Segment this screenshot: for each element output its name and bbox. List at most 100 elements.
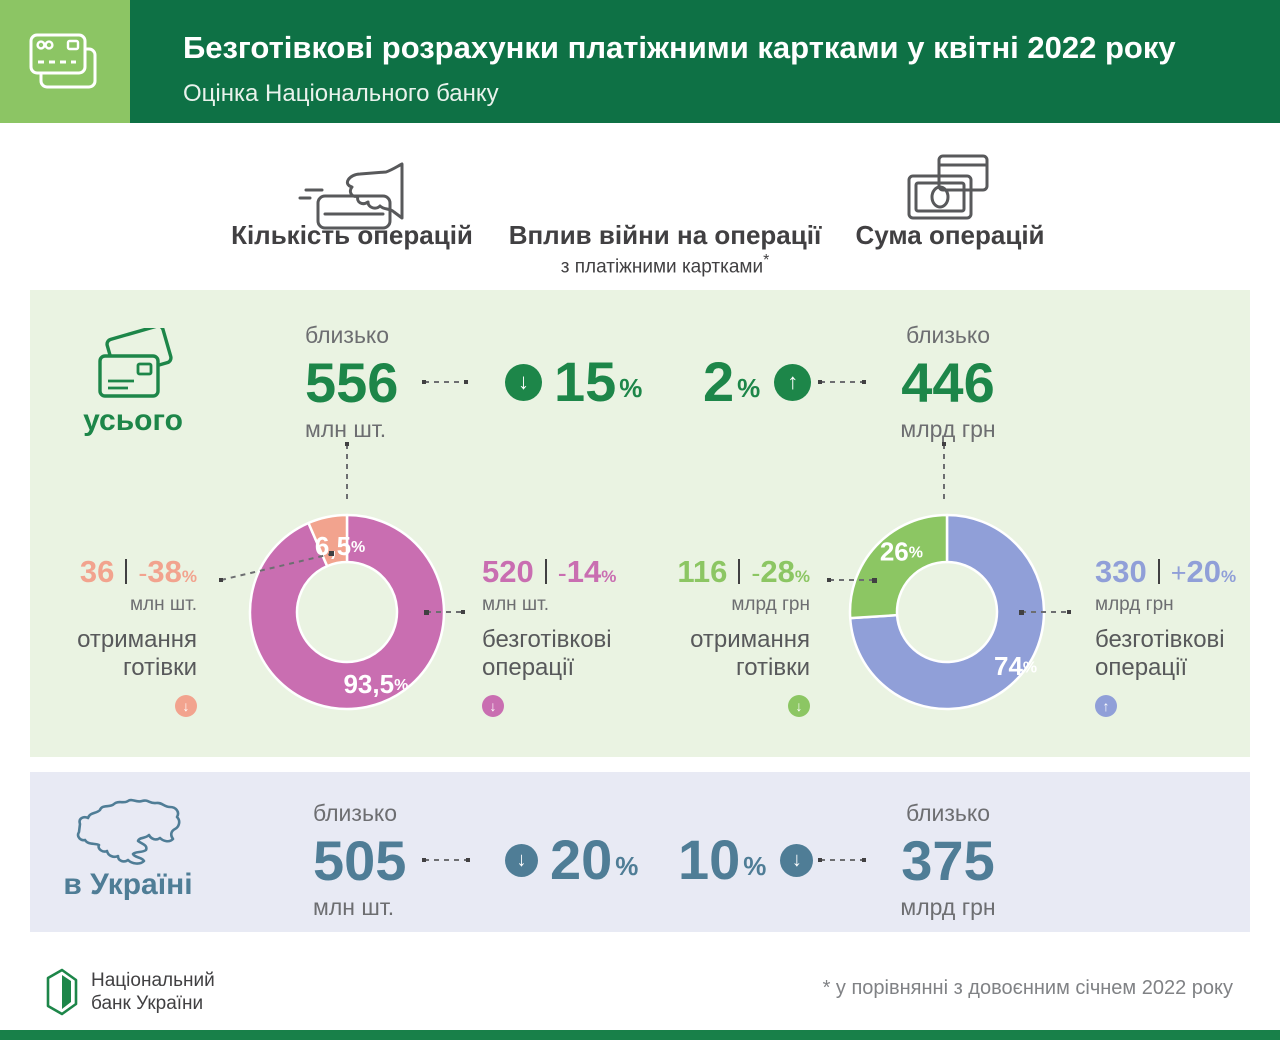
ukraine-sum-approx: близько xyxy=(905,800,991,826)
header: Безготівкові розрахунки платіжними картк… xyxy=(0,0,1280,123)
cashless-sum-value-row: 330 +20% xyxy=(1095,554,1280,590)
cash-sum-label: 116 -28% млрд грн отримання готівки ↓ xyxy=(650,554,810,718)
down-arrow-glyph: ↓ xyxy=(795,698,803,715)
footnote-text: * у порівнянні з довоєнним січнем 2022 р… xyxy=(822,977,1233,999)
ukraine-sum-change-value: 10 xyxy=(678,828,741,891)
page-subtitle: Оцінка Національного банку xyxy=(183,80,499,107)
ukraine-count-change: ↓ 20 % xyxy=(505,831,638,889)
section-total-label: усього xyxy=(83,404,183,437)
ukraine-sum-stat: близько 375 млрд грн xyxy=(900,800,995,921)
header-icon-tile xyxy=(0,0,130,123)
cash-sum-unit: млрд грн xyxy=(731,593,810,615)
total-sum-value: 446 xyxy=(901,351,995,414)
ukraine-sum-change: 10 % ↓ xyxy=(678,828,814,891)
cashless-sum-value: 330 xyxy=(1095,554,1147,589)
total-cards-icon xyxy=(98,328,173,398)
down-arrow-glyph: ↓ xyxy=(791,848,802,871)
cash-count-value: 36 xyxy=(79,554,115,589)
cashless-sum-label: 330 +20% млрд грн безготівкові операції ↑ xyxy=(1095,554,1280,718)
nbu-logo-icon xyxy=(46,968,78,1016)
down-arrow-icon: ↓ xyxy=(175,695,197,718)
down-arrow-icon: ↓ xyxy=(505,363,542,401)
page-title: Безготівкові розрахунки платіжними картк… xyxy=(183,30,1176,65)
desc-line2: готівки xyxy=(122,654,197,682)
cashless-count-change: 14 xyxy=(566,554,602,589)
cashless-sum-unit: млрд грн xyxy=(1095,593,1174,615)
cash-count-change: 38 xyxy=(147,554,182,589)
cashless-count-percent: % xyxy=(601,567,617,586)
total-sum-change-value: 2 xyxy=(703,350,735,413)
ukraine-map-icon xyxy=(76,798,181,865)
total-sum-change-percent: % xyxy=(737,373,761,403)
up-arrow-icon: ↑ xyxy=(1095,695,1117,718)
ukraine-count-change-percent: % xyxy=(615,851,639,881)
total-sum-stat: близько 446 млрд грн xyxy=(900,322,995,443)
down-arrow-glyph: ↓ xyxy=(489,698,497,715)
desc-line1: отримання xyxy=(77,625,197,653)
column-title-count: Кількість операцій xyxy=(231,220,473,250)
cash-count-sign: - xyxy=(138,558,148,588)
desc-line2: готівки xyxy=(735,654,810,682)
cashless-count-value-row: 520 -14% xyxy=(482,554,692,590)
cashless-sum-sign: + xyxy=(1170,558,1187,588)
cash-count-percent: % xyxy=(181,567,197,586)
nbu-brand-line1: Національний xyxy=(91,969,215,991)
cashless-count-sign: - xyxy=(557,558,567,588)
sum-donut-chart: 74% 26% xyxy=(847,512,1047,712)
cashless-count-desc: безготівкові операції xyxy=(482,626,692,684)
desc-line1: отримання xyxy=(690,625,810,653)
divider xyxy=(544,559,547,584)
column-subtitle-war-text: з платіжними картками xyxy=(560,256,764,278)
total-sum-change: 2 % ↑ xyxy=(703,350,812,413)
desc-line2: операції xyxy=(1095,654,1188,682)
down-arrow-glyph: ↓ xyxy=(518,369,529,394)
desc-line1: безготівкові xyxy=(1095,625,1225,653)
section-ukraine-label: в Україні xyxy=(63,868,193,901)
bottom-green-bar xyxy=(0,1030,1280,1040)
total-count-change: ↓ 15 % xyxy=(505,353,642,411)
ukraine-count-unit: млн шт. xyxy=(313,894,395,920)
cash-count-value-row: 36 -38% xyxy=(37,554,197,590)
desc-line2: операції xyxy=(482,654,575,682)
cash-sum-sign: - xyxy=(751,558,761,588)
ukraine-count-value: 505 xyxy=(313,829,407,892)
column-subtitle-war: з платіжними картками* xyxy=(561,252,770,278)
cash-sum-value-row: 116 -28% xyxy=(650,554,810,590)
nbu-brand-text: Національний банк України xyxy=(91,969,215,1015)
divider xyxy=(738,559,741,584)
cash-sum-value: 116 xyxy=(677,554,728,589)
cash-count-desc: отримання готівки xyxy=(37,626,197,684)
cash-sum-change: 28 xyxy=(760,554,795,589)
cashless-count-label: 520 -14% млн шт. безготівкові операції ↓ xyxy=(482,554,692,718)
cashless-count-value: 520 xyxy=(482,554,534,589)
total-count-value: 556 xyxy=(305,351,399,414)
down-arrow-glyph: ↓ xyxy=(516,848,527,871)
total-count-unit: млн шт. xyxy=(305,416,387,442)
cash-sum-desc: отримання готівки xyxy=(650,626,810,684)
down-arrow-icon: ↓ xyxy=(788,695,810,718)
down-arrow-icon: ↓ xyxy=(505,843,538,877)
nbu-brand: Національний банк України xyxy=(45,968,215,1016)
donut-slice xyxy=(848,513,1046,711)
cashless-sum-change: 20 xyxy=(1186,554,1221,589)
count-donut-chart: 93,5% 6,5% xyxy=(247,512,447,712)
cashless-count-unit: млн шт. xyxy=(482,593,550,615)
cashless-sum-desc: безготівкові операції xyxy=(1095,626,1280,684)
payment-cards-icon xyxy=(29,33,97,88)
column-title-war: Вплив війни на операції xyxy=(508,220,822,250)
ukraine-sum-change-percent: % xyxy=(743,851,767,881)
cash-count-label: 36 -38% млн шт. отримання готівки ↓ xyxy=(37,554,197,718)
footnote-asterisk: * xyxy=(763,252,770,269)
divider xyxy=(125,559,128,584)
cash-count-unit: млн шт. xyxy=(129,593,197,615)
desc-line1: безготівкові xyxy=(482,625,612,653)
ukraine-count-change-value: 20 xyxy=(550,828,613,891)
total-count-stat: близько 556 млн шт. xyxy=(305,322,398,443)
banknote-card-icon xyxy=(907,154,989,220)
section-ukraine-panel xyxy=(30,772,1250,932)
down-arrow-icon: ↓ xyxy=(780,843,814,877)
up-arrow-glyph: ↑ xyxy=(787,369,799,394)
donut-slice xyxy=(848,513,949,620)
total-count-change-value: 15 xyxy=(554,350,617,413)
